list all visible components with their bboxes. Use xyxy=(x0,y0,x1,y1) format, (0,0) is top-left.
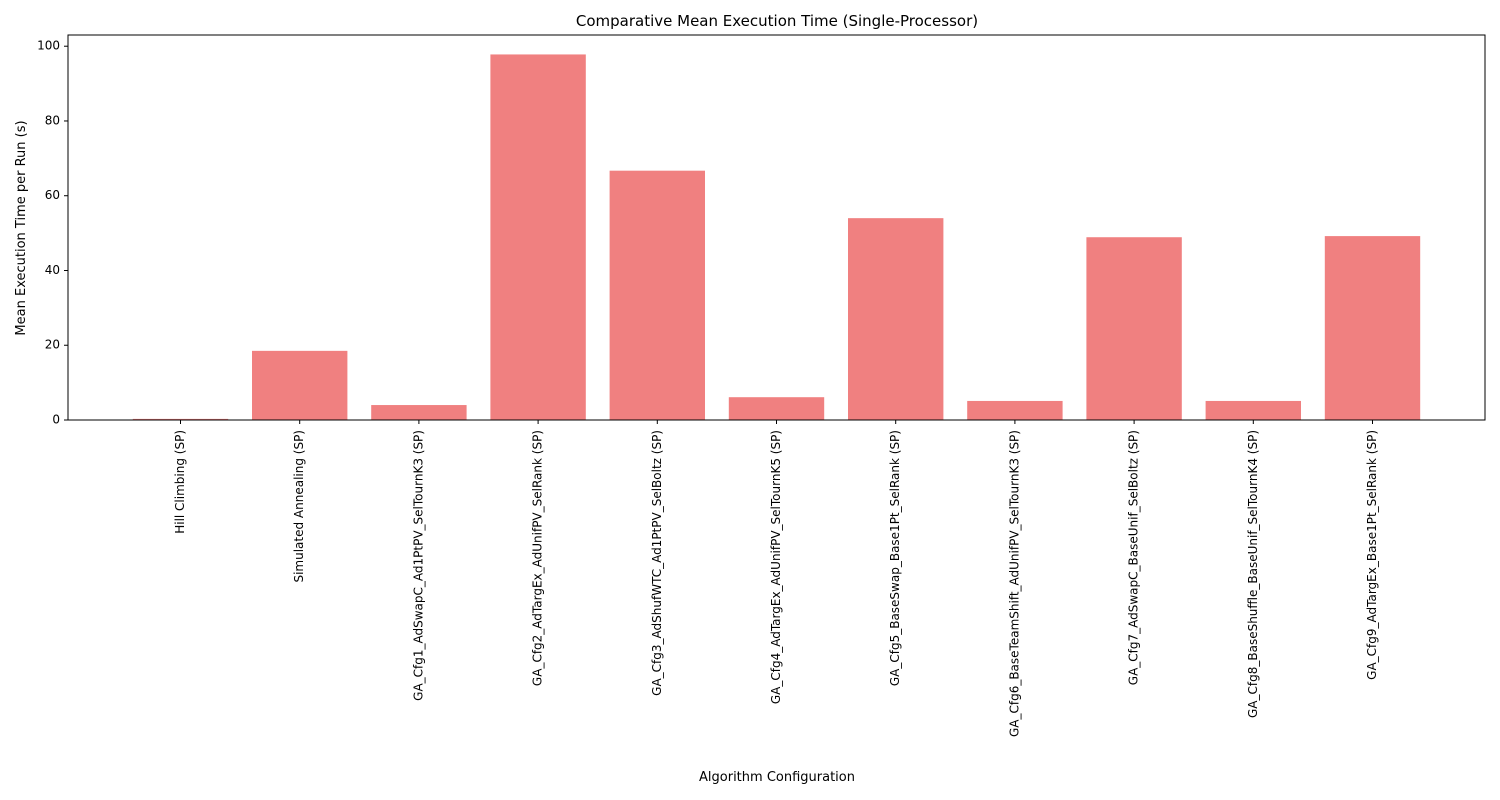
bar-8 xyxy=(967,400,1063,420)
bar-4 xyxy=(490,54,586,420)
x-tick-label: GA_Cfg2_AdTargEx_AdUnifPV_SelRank (SP) xyxy=(531,430,545,686)
bar-11 xyxy=(1324,236,1421,420)
bar-2 xyxy=(252,350,348,420)
bar-3 xyxy=(371,405,467,420)
x-axis-ticks: Hill Climbing (SP) Simulated Annealing (S… xyxy=(173,420,1379,737)
bar-6 xyxy=(728,397,825,420)
chart-title: Comparative Mean Execution Time (Single-… xyxy=(576,12,978,30)
y-tick-label: 100 xyxy=(37,39,60,53)
bar-5 xyxy=(609,170,705,420)
y-tick-label: 80 xyxy=(45,113,60,127)
x-tick-label: GA_Cfg9_AdTargEx_Base1Pt_SelRank (SP) xyxy=(1365,430,1379,680)
bar-1 xyxy=(132,418,229,420)
x-tick-label: GA_Cfg4_AdTargEx_AdUnifPV_SelTournK5 (SP… xyxy=(769,430,783,704)
y-axis-ticks: 0 20 40 60 80 100 xyxy=(37,39,68,427)
y-tick-label: 40 xyxy=(45,263,60,277)
x-tick-label: Simulated Annealing (SP) xyxy=(292,430,306,583)
y-tick-label: 60 xyxy=(45,188,60,202)
x-axis-label: Algorithm Configuration xyxy=(699,770,855,785)
y-axis-label: Mean Execution Time per Run (s) xyxy=(14,120,29,335)
y-tick-label: 20 xyxy=(45,338,60,352)
x-tick-label: GA_Cfg1_AdSwapC_Ad1PtPV_SelTournK3 (SP) xyxy=(411,430,425,701)
x-tick-label: GA_Cfg5_BaseSwap_Base1Pt_SelRank (SP) xyxy=(888,430,902,686)
plot-frame xyxy=(67,34,1486,421)
x-tick-label: Hill Climbing (SP) xyxy=(173,430,187,534)
bar-10 xyxy=(1205,400,1301,420)
bar-9 xyxy=(1086,237,1182,420)
x-tick-label: GA_Cfg8_BaseShuffle_BaseUnif_SelTournK4 … xyxy=(1246,430,1260,718)
bar-7 xyxy=(848,218,944,420)
y-tick-label: 0 xyxy=(52,413,60,427)
bars-group xyxy=(132,54,1421,420)
x-tick-label: GA_Cfg7_AdSwapC_BaseUnif_SelBoltz (SP) xyxy=(1127,430,1141,685)
x-tick-label: GA_Cfg6_BaseTeamShift_AdUnifPV_SelTournK… xyxy=(1007,430,1021,737)
x-tick-label: GA_Cfg3_AdShufWTC_Ad1PtPV_SelBoltz (SP) xyxy=(650,430,664,696)
